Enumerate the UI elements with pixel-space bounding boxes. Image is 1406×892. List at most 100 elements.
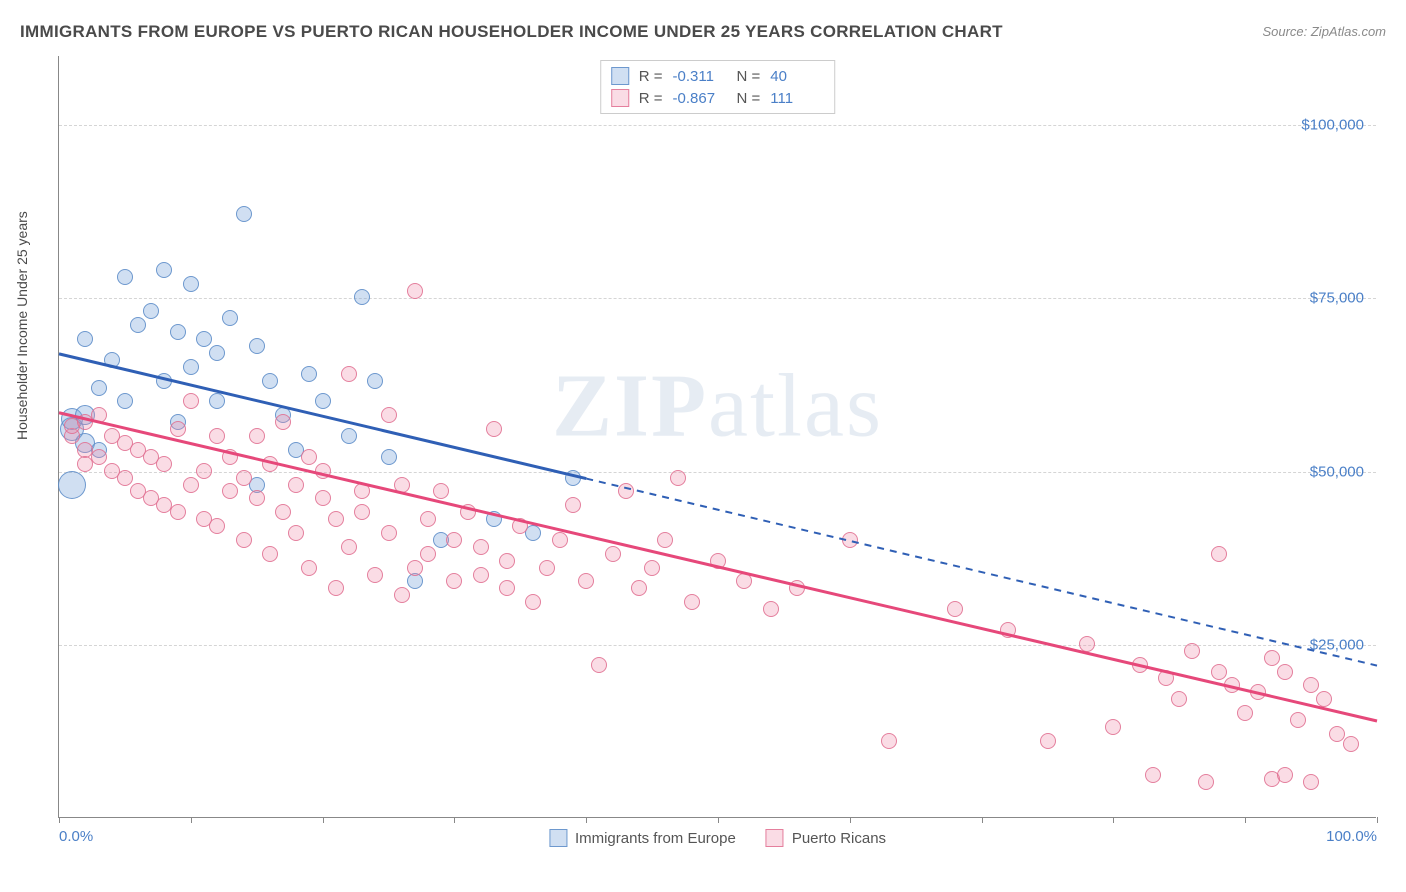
x-tick: [850, 817, 851, 823]
data-point: [170, 324, 186, 340]
data-point: [170, 421, 186, 437]
x-tick: [1113, 817, 1114, 823]
gridline: [59, 645, 1376, 646]
data-point: [525, 594, 541, 610]
data-point: [236, 206, 252, 222]
data-point: [486, 421, 502, 437]
legend-r-value: -0.311: [673, 68, 727, 85]
data-point: [183, 276, 199, 292]
data-point: [156, 456, 172, 472]
data-point: [209, 518, 225, 534]
data-point: [1040, 733, 1056, 749]
x-tick: [191, 817, 192, 823]
y-tick-label: $75,000: [1310, 290, 1364, 307]
legend-series-name: Puerto Ricans: [792, 830, 886, 847]
data-point: [117, 470, 133, 486]
legend-series-item: Immigrants from Europe: [549, 829, 736, 847]
data-point: [104, 352, 120, 368]
data-point: [565, 470, 581, 486]
data-point: [275, 504, 291, 520]
x-tick-label: 100.0%: [1326, 828, 1377, 845]
data-point: [605, 546, 621, 562]
data-point: [499, 553, 515, 569]
data-point: [1198, 774, 1214, 790]
data-point: [262, 546, 278, 562]
data-point: [1000, 622, 1016, 638]
legend-swatch: [611, 67, 629, 85]
data-point: [381, 525, 397, 541]
data-point: [1211, 664, 1227, 680]
data-point: [1079, 636, 1095, 652]
data-point: [328, 580, 344, 596]
data-point: [249, 428, 265, 444]
data-point: [91, 380, 107, 396]
series-legend: Immigrants from Europe Puerto Ricans: [549, 829, 886, 847]
x-tick: [323, 817, 324, 823]
y-tick-label: $25,000: [1310, 636, 1364, 653]
data-point: [710, 553, 726, 569]
data-point: [1303, 774, 1319, 790]
data-point: [1105, 719, 1121, 735]
data-point: [354, 504, 370, 520]
source-attribution: Source: ZipAtlas.com: [1262, 24, 1386, 39]
data-point: [1290, 712, 1306, 728]
legend-row: R =-0.311N =40: [611, 65, 825, 87]
data-point: [91, 407, 107, 423]
data-point: [842, 532, 858, 548]
data-point: [249, 490, 265, 506]
data-point: [394, 587, 410, 603]
legend-n-label: N =: [737, 68, 761, 85]
data-point: [486, 511, 502, 527]
x-tick: [1377, 817, 1378, 823]
data-point: [1132, 657, 1148, 673]
x-tick: [718, 817, 719, 823]
data-point: [420, 546, 436, 562]
data-point: [947, 601, 963, 617]
data-point: [618, 483, 634, 499]
legend-row: R =-0.867N =111: [611, 87, 825, 109]
data-point: [499, 580, 515, 596]
legend-series-name: Immigrants from Europe: [575, 830, 736, 847]
legend-n-value: 111: [770, 90, 824, 107]
data-point: [262, 373, 278, 389]
data-point: [183, 393, 199, 409]
data-point: [1316, 691, 1332, 707]
data-point: [262, 456, 278, 472]
y-axis-label: Householder Income Under 25 years: [14, 211, 30, 440]
data-point: [473, 539, 489, 555]
data-point: [130, 317, 146, 333]
data-point: [1303, 677, 1319, 693]
x-tick: [1245, 817, 1246, 823]
data-point: [315, 490, 331, 506]
data-point: [315, 463, 331, 479]
data-point: [881, 733, 897, 749]
data-point: [1158, 670, 1174, 686]
data-point: [763, 601, 779, 617]
y-tick-label: $100,000: [1301, 117, 1364, 134]
x-tick: [454, 817, 455, 823]
data-point: [341, 539, 357, 555]
data-point: [433, 483, 449, 499]
data-point: [565, 497, 581, 513]
gridline: [59, 125, 1376, 126]
data-point: [117, 393, 133, 409]
data-point: [367, 373, 383, 389]
data-point: [249, 338, 265, 354]
data-point: [1343, 736, 1359, 752]
data-point: [1277, 664, 1293, 680]
data-point: [631, 580, 647, 596]
data-point: [446, 573, 462, 589]
data-point: [394, 477, 410, 493]
legend-swatch: [766, 829, 784, 847]
trend-line-solid: [59, 354, 586, 479]
correlation-legend: R =-0.311N =40R =-0.867N =111: [600, 60, 836, 114]
data-point: [341, 428, 357, 444]
data-point: [117, 269, 133, 285]
data-point: [736, 573, 752, 589]
data-point: [591, 657, 607, 673]
data-point: [196, 463, 212, 479]
data-point: [209, 345, 225, 361]
data-point: [1277, 767, 1293, 783]
data-point: [301, 449, 317, 465]
data-point: [367, 567, 383, 583]
